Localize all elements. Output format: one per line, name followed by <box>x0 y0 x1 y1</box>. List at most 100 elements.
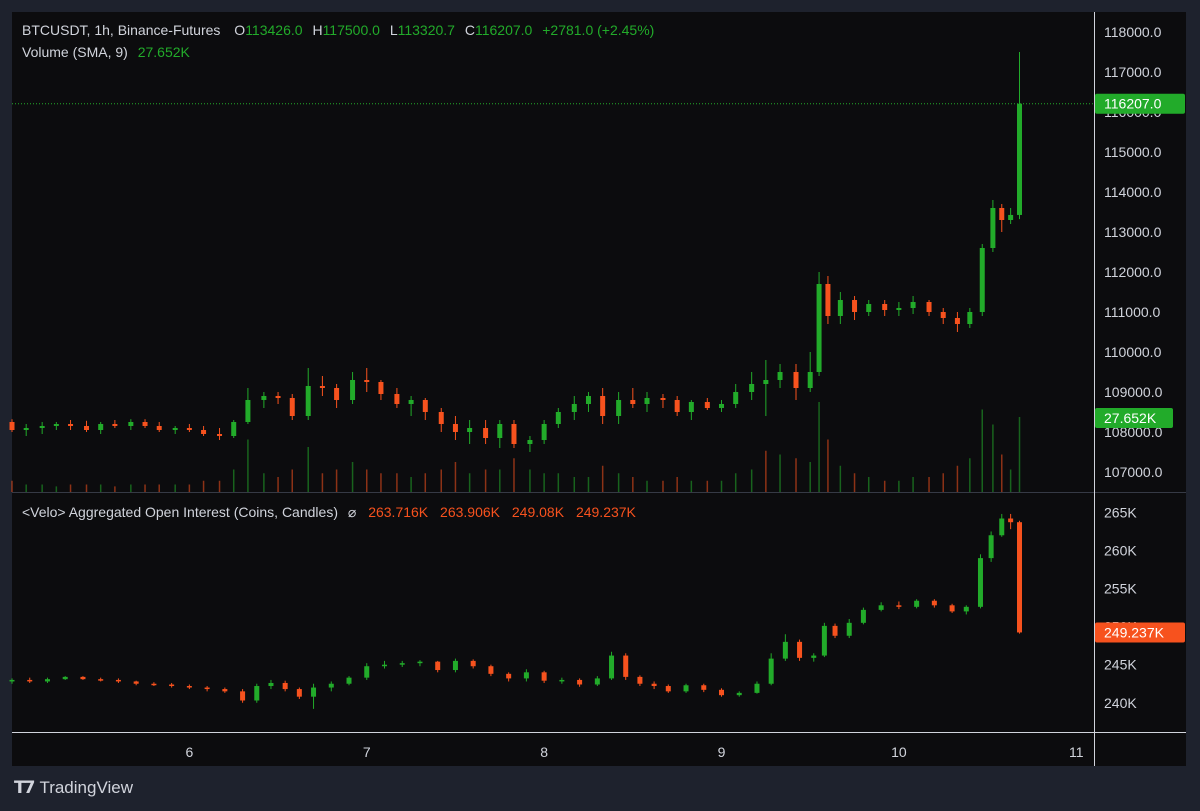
volume-bar <box>573 477 576 492</box>
candle-body <box>9 679 15 682</box>
price-tick-label: 115000.0 <box>1104 144 1162 160</box>
brand[interactable]: T7 TradingView <box>14 778 133 798</box>
volume-bar <box>765 450 767 492</box>
price-tick-label: 117000.0 <box>1104 64 1162 80</box>
candle-body <box>1008 214 1014 220</box>
candle-body <box>186 428 192 430</box>
volume-bar <box>130 484 132 492</box>
volume-bar <box>543 473 545 492</box>
volume-bar <box>410 477 412 492</box>
price-tick-label: 111000.0 <box>1104 304 1161 320</box>
volume-bar <box>188 484 191 492</box>
volume-value: 27.652K <box>137 44 190 60</box>
candle-body <box>275 396 281 398</box>
volume-bar <box>750 469 753 492</box>
candle-body <box>878 605 884 610</box>
candle-body <box>68 424 74 426</box>
candle-body <box>837 300 843 316</box>
volume-bar <box>690 480 693 492</box>
candle-body <box>23 428 29 430</box>
oi-tick-label: 260K <box>1104 542 1137 558</box>
high-value: 117500.0 <box>322 22 380 38</box>
open-label: O <box>234 22 246 38</box>
volume-bar <box>942 473 944 492</box>
candle-body <box>999 518 1005 536</box>
candle-body <box>39 426 45 428</box>
volume-bar <box>827 439 829 492</box>
candle-body <box>763 380 769 384</box>
candle-body <box>866 304 872 312</box>
price-tick-label: 109000.0 <box>1104 384 1163 400</box>
candle-body <box>523 672 529 679</box>
volume-bar <box>232 469 235 492</box>
candle-body <box>364 666 370 678</box>
candle-body <box>506 673 512 679</box>
volume-bar <box>587 477 590 492</box>
oi-legend: <Velo> Aggregated Open Interest (Coins, … <box>22 504 636 521</box>
candle-body <box>289 398 295 416</box>
candle-body <box>128 422 134 426</box>
candle-body <box>282 682 288 690</box>
candle-body <box>768 658 774 684</box>
candle-body <box>594 678 600 685</box>
volume-bar <box>380 473 382 492</box>
candle-body <box>688 402 694 412</box>
open-value: 113426.0 <box>245 22 303 38</box>
volume-bar <box>11 480 13 492</box>
volume-bar <box>557 473 560 492</box>
candle-body <box>623 655 629 677</box>
candle-body <box>62 676 68 680</box>
volume-bar <box>676 477 678 492</box>
volume-bar <box>795 458 797 492</box>
candle-body <box>644 398 650 404</box>
candle-body <box>488 666 494 674</box>
candle-body <box>115 679 121 682</box>
oi-label[interactable]: <Velo> Aggregated Open Interest (Coins, … <box>22 504 338 520</box>
volume-bar <box>513 458 515 492</box>
candle-body <box>910 302 916 308</box>
volume-bar <box>202 480 205 492</box>
candle-body <box>940 312 946 318</box>
candle-body <box>979 248 985 312</box>
volume-bars <box>11 402 1021 492</box>
candle-body <box>497 424 503 438</box>
volume-bar <box>646 480 648 492</box>
candle-body <box>733 392 739 404</box>
volume-bar <box>307 447 309 492</box>
candle-body <box>585 396 591 404</box>
volume-label[interactable]: Volume (SMA, 9) <box>22 44 128 60</box>
volume-bar <box>158 484 160 492</box>
candle-body <box>914 600 920 607</box>
symbol-label[interactable]: BTCUSDT, 1h, Binance-Futures <box>22 22 221 38</box>
candle-body <box>852 300 858 312</box>
candle-body <box>346 677 352 684</box>
candle-body <box>616 400 622 416</box>
candle-body <box>683 685 689 692</box>
volume-bar <box>499 469 501 492</box>
volume-bar <box>25 484 27 492</box>
volume-bar <box>114 486 116 492</box>
volume-bar <box>144 484 146 492</box>
price-tick-label: 107000.0 <box>1104 464 1163 480</box>
candle-body <box>665 686 671 692</box>
volume-bar <box>662 480 664 492</box>
candle-body <box>990 208 996 248</box>
volume-bar <box>720 480 723 492</box>
candle-body <box>231 422 237 436</box>
last-price-label: 116207.0 <box>1104 96 1162 112</box>
close-value: 116207.0 <box>474 22 533 38</box>
candle-body <box>811 655 817 658</box>
hidden-eye-icon[interactable]: ⌀ <box>347 504 357 520</box>
candle-body <box>541 672 547 681</box>
close-label: C <box>464 22 475 38</box>
candle-body <box>438 412 444 424</box>
volume-bar <box>99 484 102 492</box>
change-value: +2781.0 (+2.45%) <box>542 22 655 38</box>
candle-body <box>860 609 866 623</box>
candle-body <box>261 396 267 400</box>
candle-body <box>882 304 888 310</box>
candle-body <box>541 424 547 440</box>
oi-tick-label: 245K <box>1104 657 1137 673</box>
candle-body <box>637 676 643 684</box>
